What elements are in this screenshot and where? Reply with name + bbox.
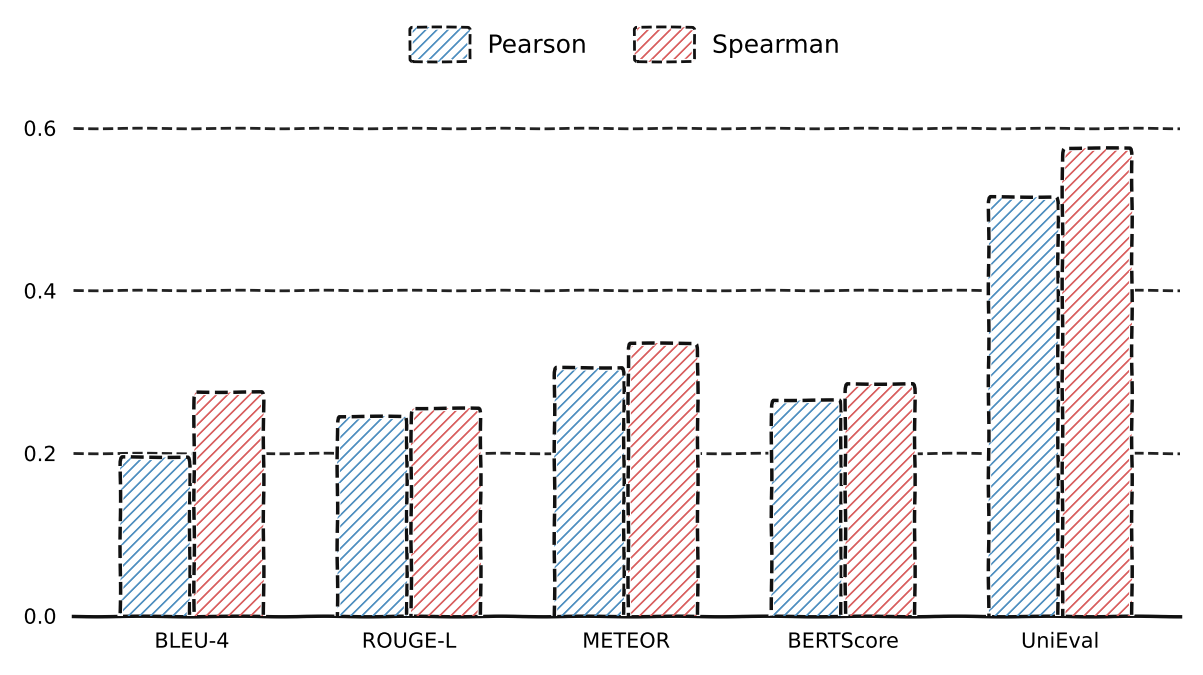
FancyBboxPatch shape: [555, 368, 624, 623]
FancyBboxPatch shape: [989, 197, 1059, 623]
FancyBboxPatch shape: [846, 384, 914, 623]
FancyBboxPatch shape: [1062, 148, 1132, 623]
FancyBboxPatch shape: [194, 392, 263, 623]
FancyBboxPatch shape: [411, 408, 481, 623]
FancyBboxPatch shape: [771, 400, 841, 623]
FancyBboxPatch shape: [120, 457, 190, 623]
FancyBboxPatch shape: [628, 344, 698, 623]
Legend: Pearson, Spearman: Pearson, Spearman: [403, 20, 849, 69]
FancyBboxPatch shape: [337, 416, 407, 623]
